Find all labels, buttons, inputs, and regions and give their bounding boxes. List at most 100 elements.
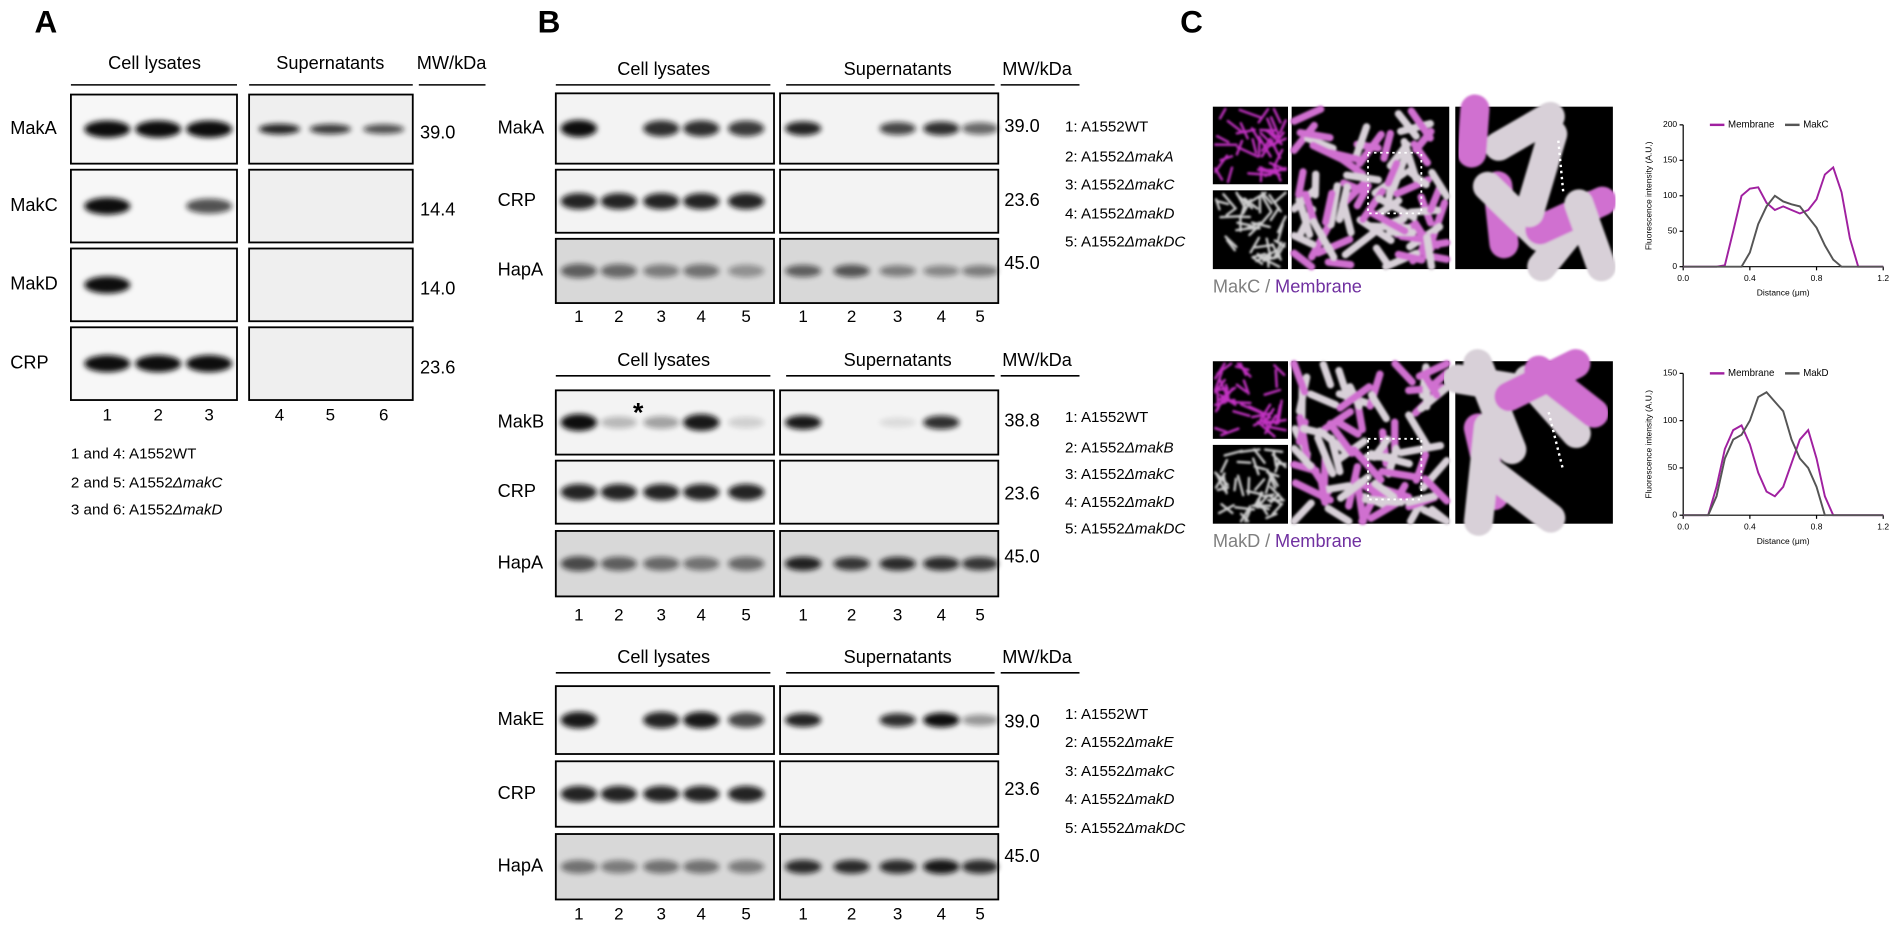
cell — [1384, 159, 1401, 187]
band — [600, 860, 638, 874]
x-axis-label: Distance (μm) — [1757, 536, 1810, 546]
cell — [1304, 134, 1337, 152]
strain-italic: ΔmakC — [172, 475, 224, 492]
cell — [1397, 441, 1445, 457]
caption-protein: MakD — [1213, 531, 1260, 551]
cell — [1380, 129, 1395, 162]
mw-label: 45.0 — [1004, 546, 1039, 566]
band — [727, 860, 765, 874]
cell — [1272, 148, 1284, 168]
cell — [1389, 148, 1411, 194]
lane-number: 5 — [741, 307, 750, 326]
cell — [1353, 182, 1372, 210]
cells — [1214, 448, 1287, 523]
band — [135, 120, 182, 138]
band — [833, 859, 870, 874]
y-tick-label: 200 — [1663, 119, 1677, 129]
band — [683, 264, 720, 278]
strain-legend: 2: A1552ΔmakE — [1065, 734, 1175, 751]
strain-text: 1: A1552WT — [1065, 409, 1148, 426]
strain-legend: 2: A1552ΔmakB — [1065, 440, 1174, 457]
strain-text: 2: A1552 — [1065, 440, 1125, 457]
cell — [1233, 477, 1238, 492]
cell — [1340, 199, 1355, 237]
strain-legend: 1: A1552WT — [1065, 118, 1148, 135]
cell — [1226, 119, 1244, 134]
y-tick-label: 150 — [1663, 155, 1677, 165]
band — [784, 859, 822, 874]
cell — [1239, 122, 1249, 140]
cell — [1268, 131, 1283, 146]
cell — [1378, 467, 1422, 481]
band — [84, 355, 131, 373]
lane-number: 3 — [657, 307, 666, 326]
cell — [1258, 403, 1272, 422]
cell — [1277, 399, 1283, 424]
legend-label: Membrane — [1728, 119, 1774, 130]
caption-protein: MakC — [1213, 276, 1260, 296]
band — [727, 416, 765, 429]
band — [784, 713, 822, 728]
band — [961, 556, 999, 571]
lane-number: 1 — [574, 905, 583, 924]
cell — [1264, 129, 1281, 139]
strain-legend: 5: A1552ΔmakDC — [1065, 233, 1186, 250]
lane-number: 4 — [937, 605, 946, 624]
strain-legend: 4: A1552ΔmakD — [1065, 791, 1175, 808]
strain-italic: ΔmakB — [1124, 440, 1174, 457]
legend-label: MakD — [1803, 368, 1828, 379]
cell — [1219, 215, 1243, 219]
row-label: HapA — [498, 552, 544, 572]
cell — [1268, 193, 1282, 213]
column-header: Cell lysates — [617, 647, 710, 667]
cell — [1317, 475, 1329, 507]
cell — [1295, 168, 1307, 199]
strain-italic: ΔmakD — [1124, 791, 1175, 808]
cell — [1218, 378, 1228, 395]
mw-label: 38.8 — [1004, 411, 1039, 431]
y-tick-label: 50 — [1668, 462, 1678, 472]
strain-legend: 5: A1552ΔmakDC — [1065, 820, 1186, 837]
strain-text: 3 and 6: A1552 — [71, 501, 173, 518]
lane-number: 4 — [697, 307, 706, 326]
band — [727, 264, 765, 278]
strain-italic: ΔmakDC — [1124, 233, 1187, 250]
legend-label: Membrane — [1728, 368, 1774, 379]
lane-number: 1 — [574, 307, 583, 326]
cell — [1405, 167, 1430, 189]
strain-legend: 1: A1552WT — [1065, 409, 1148, 426]
lane-number: 4 — [697, 605, 706, 624]
blot — [248, 168, 414, 244]
cell — [1214, 426, 1228, 433]
cell — [1309, 141, 1350, 165]
cell — [1314, 434, 1337, 478]
cell — [1234, 365, 1250, 371]
strain-text: 4: A1552 — [1065, 791, 1125, 808]
lane-number: 5 — [741, 905, 750, 924]
cell — [1421, 475, 1451, 505]
band — [258, 123, 301, 135]
column-header: Cell lysates — [617, 59, 710, 79]
band — [961, 122, 999, 135]
column-header: Supernatants — [844, 59, 952, 79]
row-label: CRP — [498, 783, 536, 803]
x-axis-label: Distance (μm) — [1757, 288, 1810, 298]
row-label: MakB — [498, 411, 544, 431]
row-label: MakA — [498, 117, 545, 137]
y-tick-label: 0 — [1672, 509, 1677, 519]
band — [643, 785, 680, 803]
cell — [1410, 140, 1432, 167]
cell — [1420, 506, 1451, 525]
cell — [1239, 512, 1250, 523]
lane-number: 2 — [614, 307, 623, 326]
strain-text: 2 and 5: A1552 — [71, 475, 173, 492]
cell — [1226, 166, 1234, 184]
band — [643, 556, 680, 571]
strain-legend: 3: A1552ΔmakC — [1065, 466, 1176, 483]
cell — [1271, 502, 1284, 515]
strain-legend: 1: A1552WT — [1065, 706, 1148, 723]
strain-italic: ΔmakA — [1124, 149, 1174, 166]
column-header: Supernatants — [276, 53, 384, 73]
strain-text: 2: A1552 — [1065, 734, 1125, 751]
caption-sep: / — [1265, 276, 1271, 296]
